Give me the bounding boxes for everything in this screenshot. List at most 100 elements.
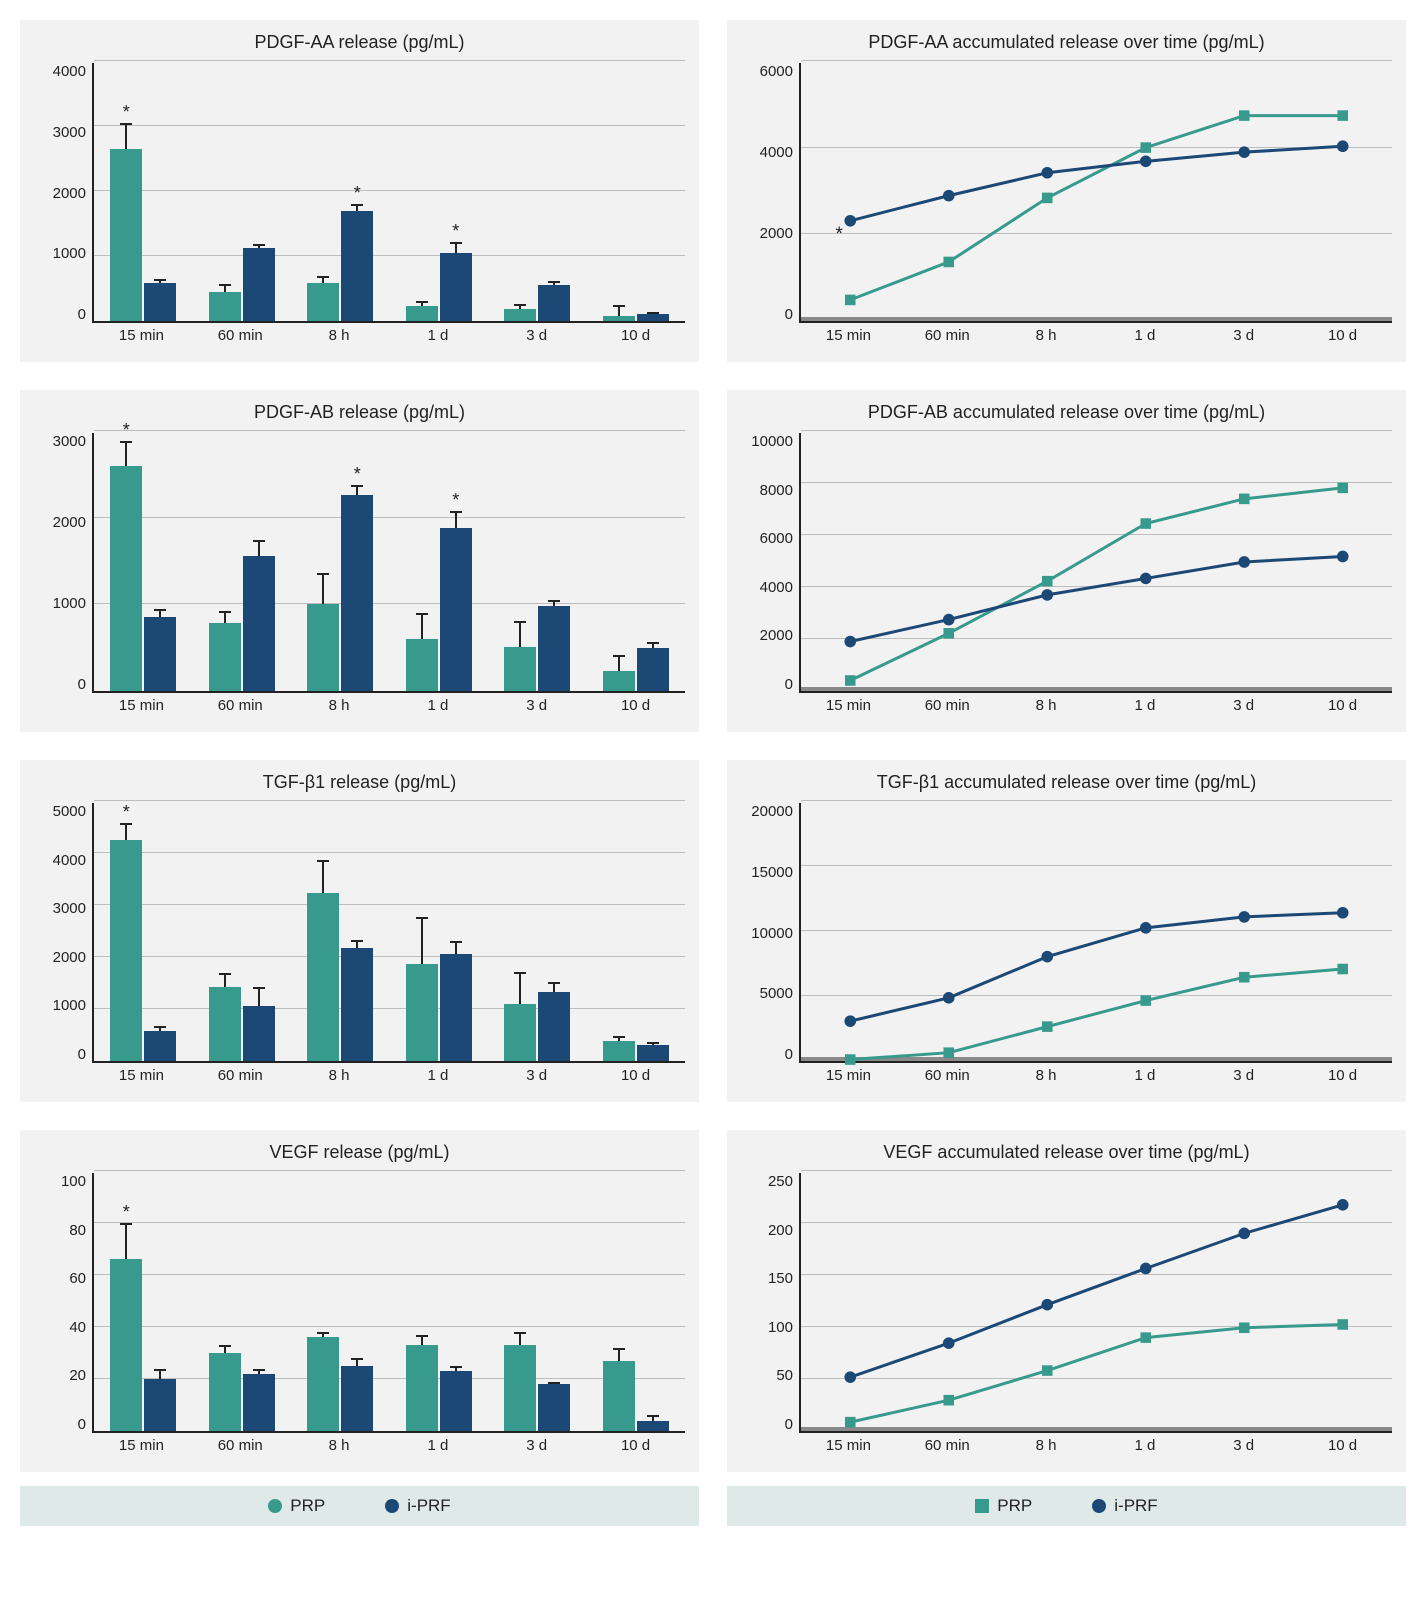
- x-tick-label: 8 h: [290, 1063, 389, 1084]
- y-tick-label: 80: [69, 1222, 86, 1239]
- bar-prp: [307, 604, 339, 691]
- bar-group: [193, 1173, 292, 1431]
- plot-area: *: [799, 63, 1392, 323]
- bar-iprf: [243, 1006, 275, 1061]
- bar-iprf: [144, 1379, 176, 1431]
- significance-marker: *: [452, 491, 459, 509]
- x-tick-label: 10 d: [586, 693, 685, 714]
- bar-prp: *: [110, 840, 142, 1061]
- bar-prp: [209, 623, 241, 691]
- bar-group: *: [390, 433, 489, 691]
- y-axis: 3000200010000: [34, 433, 92, 693]
- line-svg: [801, 1173, 1392, 1447]
- y-tick-label: 3000: [53, 433, 86, 450]
- legend-line: PRP i-PRF: [727, 1486, 1406, 1526]
- line-chart-panel: PDGF-AB accumulated release over time (p…: [727, 390, 1406, 732]
- bar-prp: *: [110, 149, 142, 321]
- legend-item-prp: PRP: [975, 1496, 1032, 1516]
- bar-group: [587, 803, 686, 1061]
- bar-chart-panel: PDGF-AA release (pg/mL)40003000200010000…: [20, 20, 699, 362]
- x-axis: 15 min60 min8 h1 d3 d10 d: [92, 693, 685, 714]
- y-tick-label: 40: [69, 1319, 86, 1336]
- line-svg: [801, 803, 1392, 1077]
- bar-prp: [209, 292, 241, 321]
- x-tick-label: 60 min: [191, 1433, 290, 1454]
- x-tick-label: 1 d: [388, 323, 487, 344]
- y-tick-label: 2000: [53, 949, 86, 966]
- significance-marker: *: [123, 103, 130, 121]
- legend-item-iprf: i-PRF: [385, 1496, 450, 1516]
- x-tick-label: 60 min: [191, 693, 290, 714]
- legend-iprf-label: i-PRF: [407, 1496, 450, 1516]
- y-tick-label: 10000: [751, 433, 793, 450]
- line-chart-panel: TGF-β1 accumulated release over time (pg…: [727, 760, 1406, 1102]
- bar-chart-panel: VEGF release (pg/mL)100806040200*15 min6…: [20, 1130, 699, 1472]
- y-axis: 1000080006000400020000: [741, 433, 799, 693]
- y-axis: 40003000200010000: [34, 63, 92, 323]
- y-tick-label: 1000: [53, 245, 86, 262]
- y-tick-label: 2000: [760, 225, 793, 242]
- legend-prp-label: PRP: [290, 1496, 325, 1516]
- bar-iprf: [538, 1384, 570, 1431]
- bar-group: [488, 803, 587, 1061]
- x-tick-label: 3 d: [487, 323, 586, 344]
- prp-square-icon: [975, 1499, 989, 1513]
- bar-prp: [504, 1004, 536, 1061]
- bar-iprf: [637, 1045, 669, 1061]
- bar-group: [587, 433, 686, 691]
- significance-marker: *: [123, 421, 130, 439]
- y-tick-label: 3000: [53, 900, 86, 917]
- y-axis: 6000400020000: [741, 63, 799, 323]
- x-tick-label: 15 min: [92, 323, 191, 344]
- bar-group: *: [390, 63, 489, 321]
- bar-prp: [603, 316, 635, 321]
- y-axis: 250200150100500: [741, 1173, 799, 1433]
- svg-text:*: *: [835, 224, 843, 245]
- plot-area: *: [92, 1173, 685, 1433]
- y-tick-label: 4000: [760, 579, 793, 596]
- bar-iprf: [144, 283, 176, 321]
- bar-prp: [209, 987, 241, 1061]
- chart-title: TGF-β1 release (pg/mL): [34, 772, 685, 793]
- bar-iprf: [243, 1374, 275, 1431]
- bar-prp: [504, 309, 536, 321]
- y-tick-label: 150: [768, 1270, 793, 1287]
- bar-group: [488, 433, 587, 691]
- y-tick-label: 2000: [760, 627, 793, 644]
- x-tick-label: 1 d: [388, 693, 487, 714]
- y-tick-label: 4000: [760, 144, 793, 161]
- chart-grid: PDGF-AA release (pg/mL)40003000200010000…: [20, 20, 1406, 1472]
- y-tick-label: 10000: [751, 925, 793, 942]
- bar-iprf: [144, 1031, 176, 1061]
- y-tick-label: 0: [78, 306, 86, 323]
- x-axis: 15 min60 min8 h1 d3 d10 d: [92, 323, 685, 344]
- bar-prp: [406, 1345, 438, 1431]
- line-chart-panel: VEGF accumulated release over time (pg/m…: [727, 1130, 1406, 1472]
- bar-iprf: *: [440, 253, 472, 321]
- bar-group: [291, 803, 390, 1061]
- chart-title: PDGF-AB release (pg/mL): [34, 402, 685, 423]
- bar-prp: [504, 647, 536, 691]
- x-tick-label: 60 min: [191, 1063, 290, 1084]
- chart-title: PDGF-AA release (pg/mL): [34, 32, 685, 53]
- bar-chart-panel: TGF-β1 release (pg/mL)500040003000200010…: [20, 760, 699, 1102]
- bar-group: [390, 1173, 489, 1431]
- bar-prp: [603, 671, 635, 691]
- significance-marker: *: [123, 803, 130, 821]
- y-tick-label: 0: [78, 1046, 86, 1063]
- bar-iprf: [144, 617, 176, 691]
- y-tick-label: 0: [785, 1416, 793, 1433]
- y-tick-label: 5000: [53, 803, 86, 820]
- line-svg: [801, 433, 1392, 707]
- iprf-dot-icon: [1092, 1499, 1106, 1513]
- plot-area: * * *: [92, 63, 685, 323]
- line-chart-panel: PDGF-AA accumulated release over time (p…: [727, 20, 1406, 362]
- plot-area: ***: [92, 433, 685, 693]
- bar-iprf: [637, 648, 669, 691]
- bar-group: [587, 63, 686, 321]
- y-tick-label: 6000: [760, 63, 793, 80]
- y-axis: 20000150001000050000: [741, 803, 799, 1063]
- y-tick-label: 100: [768, 1319, 793, 1336]
- legend-item-prp: PRP: [268, 1496, 325, 1516]
- y-tick-label: 2000: [53, 514, 86, 531]
